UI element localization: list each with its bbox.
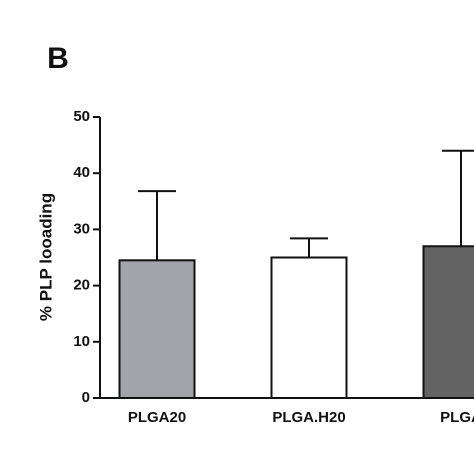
y-tick-label: 20	[73, 277, 90, 294]
y-tick-label: 30	[73, 220, 90, 237]
y-tick-label: 50	[73, 108, 90, 125]
x-tick-label: PLGA	[440, 409, 474, 426]
bar	[422, 245, 474, 399]
bar	[118, 259, 196, 399]
bar	[270, 256, 348, 399]
x-tick-label: PLGA.H20	[272, 409, 345, 426]
y-tick-label: 0	[82, 389, 90, 406]
panel-label: B	[47, 42, 69, 75]
x-tick-label: PLGA20	[128, 409, 186, 426]
y-tick-label: 40	[73, 164, 90, 181]
y-axis-label: % PLP looading	[36, 193, 55, 321]
y-tick-label: 10	[73, 333, 90, 350]
